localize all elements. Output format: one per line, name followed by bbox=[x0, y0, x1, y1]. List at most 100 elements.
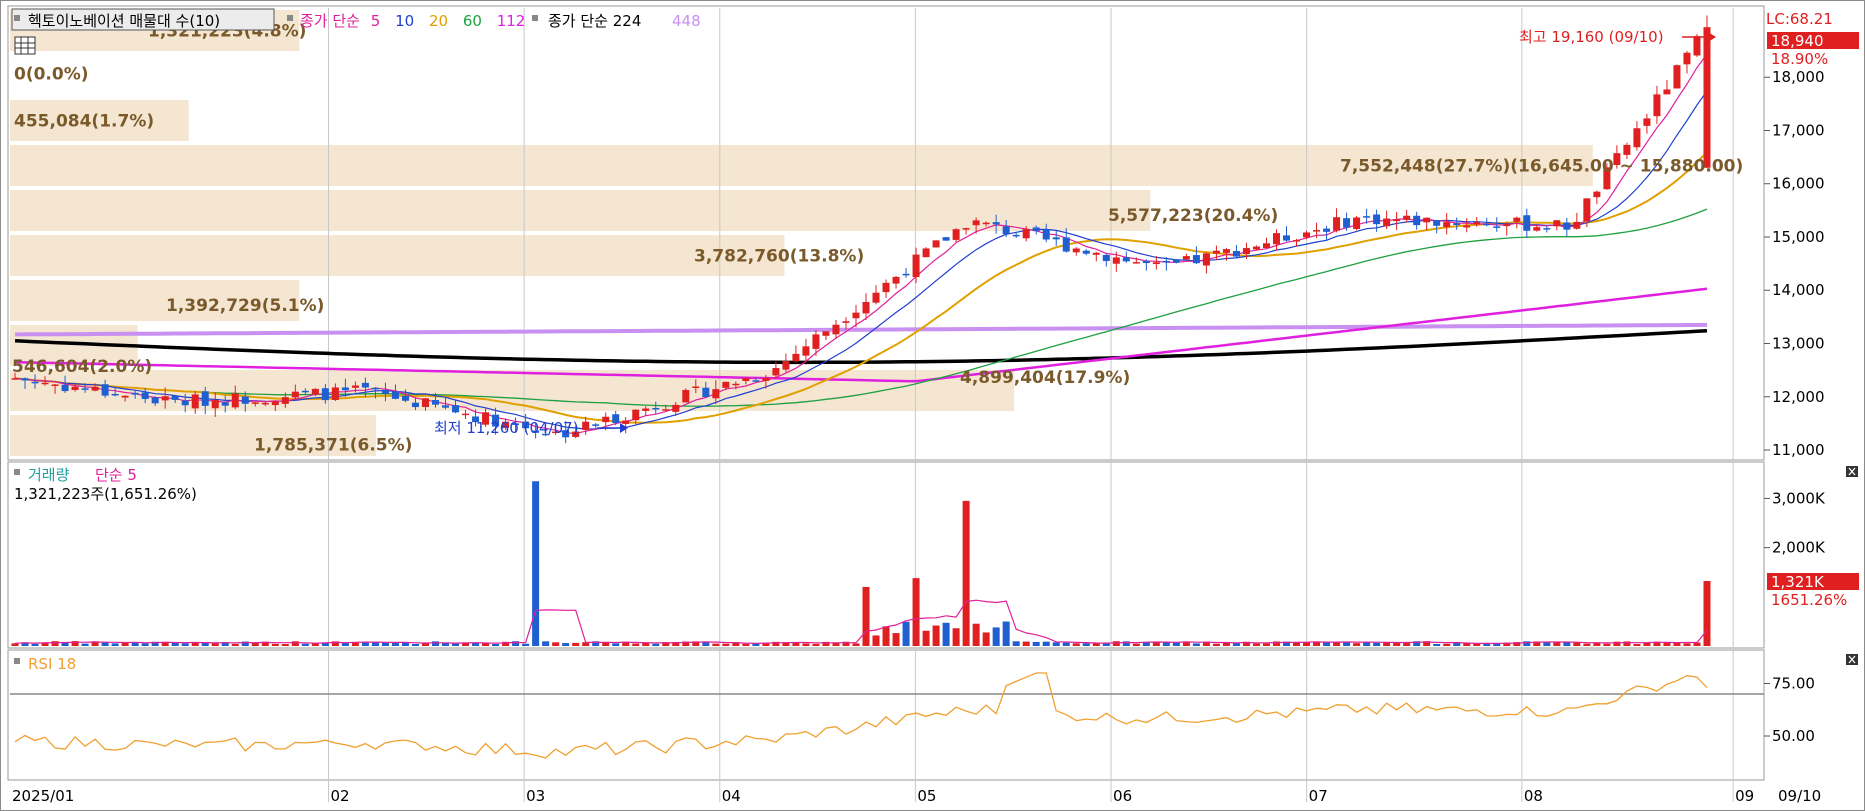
candle-body bbox=[612, 414, 620, 423]
candle-body bbox=[231, 393, 239, 408]
volume-bar bbox=[1022, 641, 1030, 646]
volume-bar bbox=[201, 642, 209, 646]
volume-profile-label: 7,552,448(27.7%)(16,645.00 ~ 15,880.00) bbox=[1340, 157, 1743, 177]
candle-body bbox=[11, 378, 19, 380]
volume-bar bbox=[1122, 641, 1130, 646]
candle-body bbox=[361, 382, 369, 388]
volume-bar bbox=[51, 641, 59, 646]
candle-body bbox=[1433, 220, 1441, 226]
candle-body bbox=[872, 292, 880, 303]
candle-body bbox=[592, 424, 600, 426]
candle-body bbox=[71, 386, 79, 390]
candle-body bbox=[1563, 222, 1571, 230]
candle-body bbox=[1272, 233, 1280, 245]
volume-bar bbox=[1202, 641, 1210, 646]
candle-body bbox=[492, 414, 500, 427]
volume-bar bbox=[1182, 641, 1190, 646]
candle-body bbox=[1333, 217, 1341, 231]
candle-body bbox=[1413, 215, 1421, 226]
volume-bar bbox=[341, 642, 349, 646]
month-label: 02 bbox=[331, 787, 350, 805]
candle-body bbox=[852, 312, 860, 319]
candle-body bbox=[842, 321, 850, 323]
volume-bar bbox=[311, 643, 319, 646]
candle-body bbox=[141, 392, 149, 400]
volume-bar bbox=[722, 643, 730, 646]
current-volume: 1,321K bbox=[1771, 573, 1825, 591]
volume-profile-label: 5,577,223(20.4%) bbox=[1108, 206, 1278, 226]
volume-bar bbox=[1272, 641, 1280, 646]
candle-body bbox=[1683, 52, 1691, 65]
volume-bar bbox=[1072, 643, 1080, 646]
volume-bar bbox=[992, 627, 1000, 646]
volume-bar bbox=[21, 642, 29, 646]
candle-body bbox=[882, 282, 890, 293]
month-label: 2025/01 bbox=[12, 787, 74, 805]
volume-bar bbox=[882, 626, 890, 646]
high-arrow-icon bbox=[1682, 32, 1716, 42]
legend-marker-icon bbox=[14, 658, 20, 664]
price-tick-label: 18,000 bbox=[1772, 68, 1825, 86]
ma-period-10: 10 bbox=[395, 12, 414, 30]
volume-bar bbox=[732, 642, 740, 646]
candle-body bbox=[1573, 221, 1581, 229]
volume-bar bbox=[141, 643, 149, 646]
candle-body bbox=[732, 383, 740, 386]
volume-bar bbox=[151, 641, 159, 646]
volume-bar bbox=[1142, 641, 1150, 646]
candle-body bbox=[1343, 218, 1351, 228]
volume-bars-layer bbox=[11, 481, 1711, 646]
close-icon[interactable] bbox=[1846, 466, 1858, 477]
volume-bar bbox=[652, 643, 660, 646]
candle-body bbox=[792, 353, 800, 362]
axis-layer: 18,000 17,000 16,000 15,000 14,000 13,000 12,0… bbox=[12, 68, 1826, 805]
volume-bar bbox=[381, 642, 389, 646]
volume-bar bbox=[1323, 642, 1331, 646]
ma-period-20: 20 bbox=[429, 12, 448, 30]
volume-bar bbox=[852, 643, 860, 646]
close-icon[interactable] bbox=[1846, 654, 1858, 665]
candle-body bbox=[1353, 217, 1361, 229]
volume-bar bbox=[171, 642, 179, 646]
candle-body bbox=[1182, 256, 1190, 260]
volume-bar bbox=[31, 643, 39, 646]
candle-body bbox=[161, 396, 169, 401]
volume-bar bbox=[622, 641, 630, 646]
candle-body bbox=[1232, 250, 1240, 257]
volume-bar bbox=[802, 643, 810, 646]
title-box[interactable] bbox=[11, 8, 275, 31]
candle-body bbox=[942, 237, 950, 241]
volume-bar bbox=[411, 643, 419, 646]
volume-bar bbox=[962, 500, 970, 646]
candle-body bbox=[291, 391, 299, 398]
candle-body bbox=[892, 276, 900, 284]
volume-bar bbox=[1012, 641, 1020, 646]
current-price: 18,940 bbox=[1771, 32, 1824, 50]
volume-bar bbox=[61, 642, 69, 646]
candle-body bbox=[712, 389, 720, 399]
volume-profile-label: 4,899,404(17.9%) bbox=[960, 368, 1130, 388]
volume-bar bbox=[91, 641, 99, 646]
candle-body bbox=[742, 377, 750, 381]
volume-bar bbox=[782, 642, 790, 646]
candle-body bbox=[1042, 229, 1050, 240]
candle-body bbox=[642, 408, 650, 411]
volume-bar bbox=[682, 641, 690, 646]
price-tick-label: 11,000 bbox=[1772, 441, 1825, 459]
rsi-tick-label: 75.00 bbox=[1772, 675, 1815, 693]
candle-body bbox=[662, 409, 670, 411]
volume-bar bbox=[1373, 642, 1381, 646]
candle-body bbox=[1673, 65, 1681, 89]
candle-body bbox=[1112, 257, 1120, 264]
volume-bar bbox=[131, 642, 139, 646]
candle-body bbox=[862, 301, 870, 314]
volume-bar bbox=[1042, 641, 1050, 646]
volume-bar bbox=[1593, 642, 1601, 646]
table-icon[interactable] bbox=[14, 36, 36, 55]
candle-body bbox=[992, 222, 1000, 225]
volume-bar bbox=[421, 643, 429, 646]
volume-bar bbox=[442, 643, 450, 646]
ma-period-60: 60 bbox=[463, 12, 482, 30]
ma-legend-448: 448 bbox=[672, 12, 701, 30]
volume-bar bbox=[462, 643, 470, 646]
